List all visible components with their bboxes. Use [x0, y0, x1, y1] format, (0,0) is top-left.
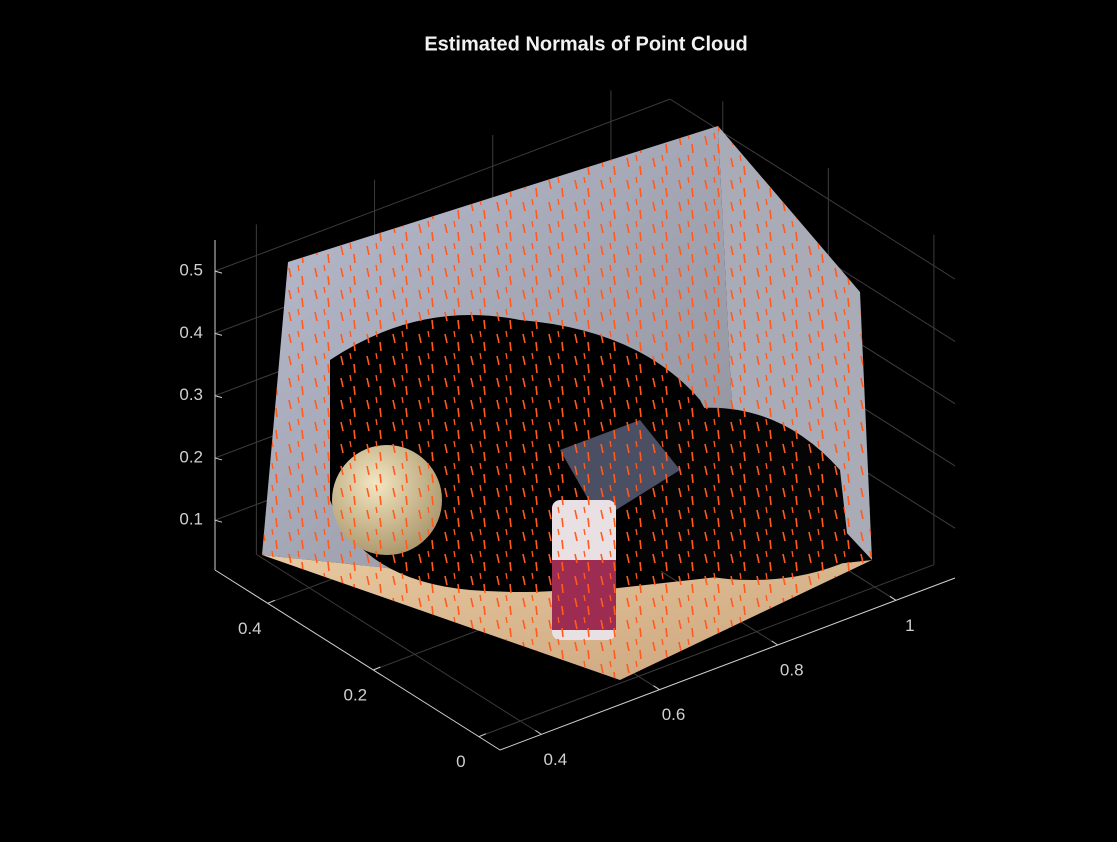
tick-mark [214, 395, 223, 399]
tick-mark [214, 519, 223, 523]
tick-mark [214, 270, 223, 274]
grid-line [478, 564, 935, 738]
tick-mark [535, 729, 542, 735]
tick-mark [653, 685, 660, 691]
z-tick-label: 0.5 [179, 261, 203, 280]
x-tick-label: 0.8 [780, 660, 804, 679]
tick-mark [214, 332, 223, 336]
tick-mark [889, 595, 897, 601]
point-cloud [262, 126, 872, 680]
chart-title: Estimated Normals of Point Cloud [424, 33, 747, 55]
z-tick-label: 0.1 [179, 510, 203, 529]
x-axis [499, 577, 956, 751]
y-axis [214, 569, 501, 751]
normals [262, 126, 872, 680]
grid-line [256, 553, 542, 735]
y-tick-label: 0.4 [238, 619, 262, 638]
grid-line [214, 98, 671, 272]
y-tick-label: 0.2 [344, 685, 368, 704]
axes: 0.1 0.2 0.3 0.4 0.5 0.4 0.6 0.8 1 0 0.2 0.4 [179, 240, 956, 771]
tick-mark [267, 599, 275, 604]
tick-mark [373, 666, 381, 671]
y-tick-label: 0 [456, 752, 465, 771]
x-tick-label: 1 [905, 616, 914, 635]
tick-mark [478, 733, 487, 738]
tick-mark [771, 640, 779, 646]
x-tick-label: 0.4 [544, 750, 568, 769]
z-tick-label: 0.3 [179, 385, 203, 404]
z-tick-label: 0.4 [179, 323, 203, 342]
x-tick-label: 0.6 [662, 705, 686, 724]
z-tick-label: 0.2 [179, 447, 203, 466]
tick-mark [214, 457, 223, 461]
